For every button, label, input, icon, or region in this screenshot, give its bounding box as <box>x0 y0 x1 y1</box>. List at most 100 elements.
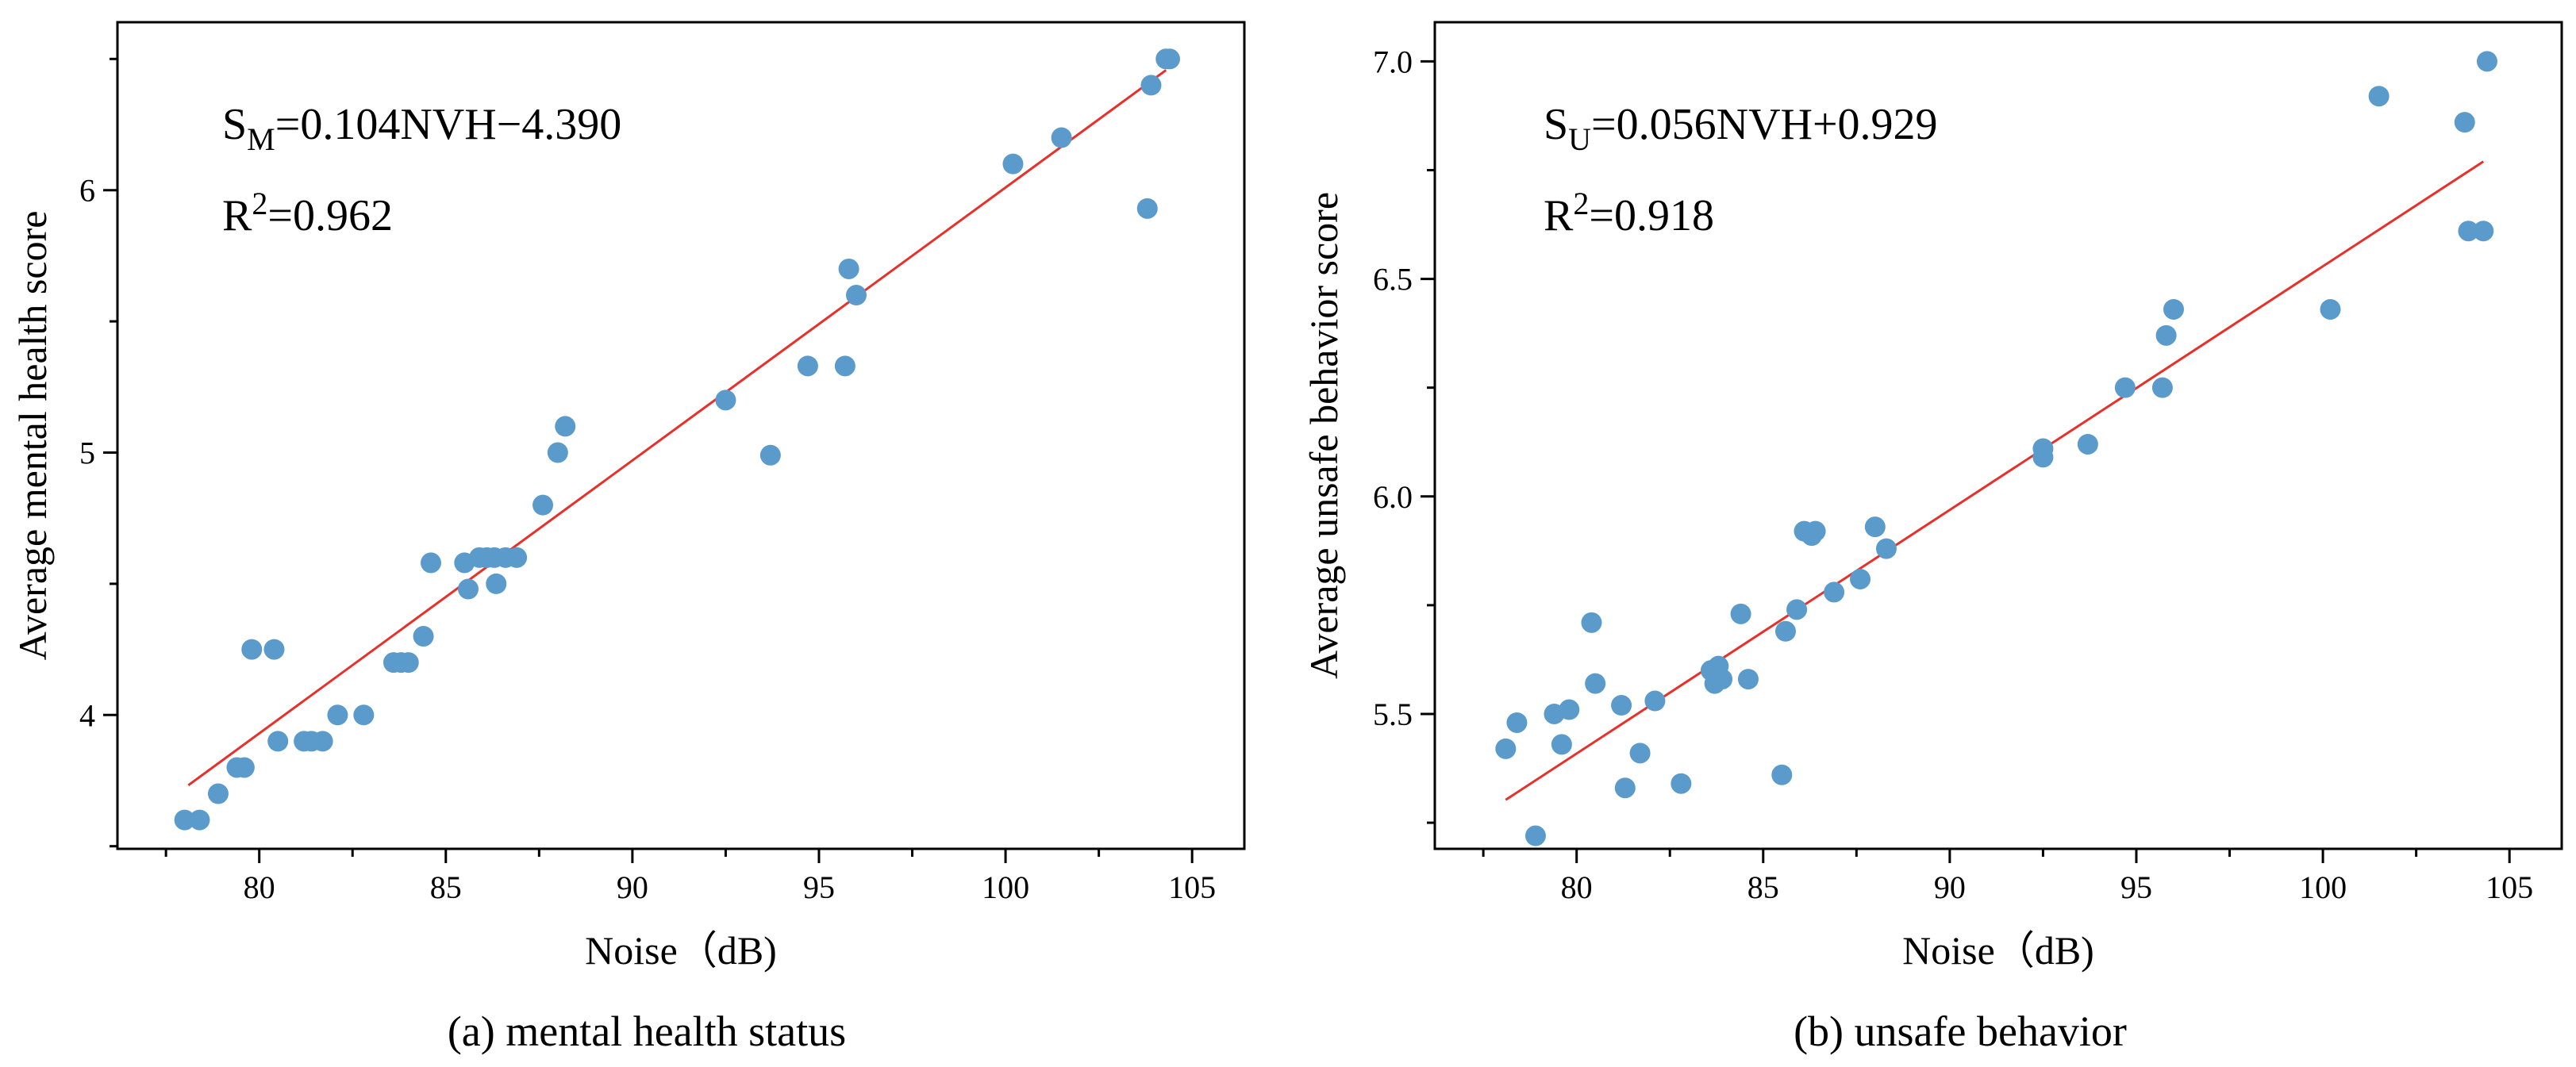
scatter-point <box>263 639 285 660</box>
equation-text: SU=0.056NVH+0.929 <box>1544 100 1938 157</box>
panel-unsafe-behavior: 80 85 90 95 100 105 5.5 6.0 6.5 7.0 SU=0.056NVH+0… <box>1301 21 2563 1055</box>
fit-line-group <box>1505 160 2485 801</box>
scatter-point <box>506 547 528 568</box>
scatter-point <box>457 578 479 600</box>
y-tick-label: 6.0 <box>1373 479 1413 515</box>
scatter-point <box>1671 773 1692 794</box>
scatter-point <box>797 355 818 377</box>
scatter-point <box>1506 712 1528 733</box>
fit-line <box>1505 160 2485 801</box>
y-tick-label: 5 <box>79 436 95 471</box>
x-tick-label: 100 <box>982 869 1029 905</box>
x-tick-label: 100 <box>2299 869 2347 905</box>
scatter-point <box>1524 825 1546 846</box>
r-squared-text: R2=0.962 <box>222 186 393 240</box>
scatter-point <box>1730 603 1751 624</box>
r-squared-base: R <box>222 191 252 240</box>
scatter-point <box>2454 112 2475 133</box>
scatter-point <box>233 757 255 778</box>
scatter-point <box>174 809 195 831</box>
scatter-point <box>353 704 375 726</box>
panel-caption: (b) unsafe behavior <box>1794 1008 2127 1055</box>
scatter-point <box>1644 690 1666 712</box>
scatter-point <box>486 573 507 594</box>
scatter-point <box>267 731 289 752</box>
plot-frame <box>1433 21 2563 850</box>
scatter-point <box>1850 568 1871 589</box>
equation-subscript: M <box>247 121 275 157</box>
scatter-point <box>2151 377 2173 398</box>
scatter-point <box>189 809 210 831</box>
r-squared-superscript: 2 <box>1573 186 1589 221</box>
scatter-point <box>845 285 867 306</box>
scatter-point <box>2155 324 2177 346</box>
scatter-point <box>838 258 859 279</box>
y-tick-label: 4 <box>79 697 95 733</box>
scatter-point <box>2458 221 2479 242</box>
x-axis-title: Noise（dB) <box>585 928 777 973</box>
x-tick-label: 85 <box>430 869 462 905</box>
scatter-points <box>1495 51 2497 846</box>
y-tick-label: 7.0 <box>1373 44 1413 79</box>
scatter-point <box>241 639 263 660</box>
scatter-point <box>1159 48 1180 70</box>
scatter-point <box>312 731 333 752</box>
y-axis-title: Average mental health score <box>10 211 55 661</box>
scatter-point <box>2473 221 2494 242</box>
x-tick-label: 105 <box>2486 869 2533 905</box>
r-squared-base: R <box>1544 191 1574 240</box>
equation-base: S <box>222 100 247 149</box>
scatter-point <box>1864 516 1886 538</box>
r-squared-rest: =0.962 <box>267 191 393 240</box>
y-tick-label: 6 <box>79 173 95 209</box>
scatter-point <box>420 552 441 574</box>
axis-ticks: 80 85 90 95 100 105 5.5 6.0 6.5 7.0 <box>1373 44 2533 905</box>
r-squared-superscript: 2 <box>252 186 267 221</box>
scatter-point <box>1712 669 1733 690</box>
x-tick-label: 85 <box>1747 869 1779 905</box>
scatter-point <box>715 390 736 411</box>
scatter-points <box>174 48 1180 831</box>
scatter-point <box>1581 612 1602 633</box>
x-tick-label: 80 <box>244 869 275 905</box>
scatter-point <box>1559 699 1580 720</box>
scatter-point <box>2476 51 2497 72</box>
r-squared-rest: =0.918 <box>1589 191 1714 240</box>
scatter-point <box>547 442 568 463</box>
scatter-point <box>398 652 419 674</box>
y-tick-label: 6.5 <box>1373 262 1413 297</box>
scatter-point <box>1051 127 1072 148</box>
scatter-point <box>533 494 554 516</box>
plot-frame <box>116 21 1246 850</box>
equation-rest: =0.056NVH+0.929 <box>1591 100 1938 149</box>
equation-text: SM=0.104NVH−4.390 <box>222 100 621 157</box>
x-tick-label: 105 <box>1168 869 1216 905</box>
scatter-point <box>1140 75 1162 96</box>
r-squared-text: R2=0.918 <box>1544 186 1714 240</box>
scatter-point <box>1771 764 1793 785</box>
scatter-point <box>1805 520 1826 542</box>
scatter-point <box>1875 538 1897 559</box>
scatter-point <box>555 416 576 437</box>
scatter-point <box>1585 673 1606 694</box>
y-tick-label: 5.5 <box>1373 697 1413 732</box>
panel-caption: (a) mental health status <box>448 1008 846 1055</box>
scatter-point <box>2077 433 2098 455</box>
scatter-point <box>2320 298 2341 320</box>
scatter-point <box>2032 447 2054 468</box>
scatter-point <box>207 783 229 804</box>
scatter-point <box>1824 581 1845 603</box>
scatter-point <box>1495 738 1517 759</box>
scatter-point <box>1774 620 1796 642</box>
equation-subscript: U <box>1568 121 1591 157</box>
scatter-point <box>1629 743 1651 764</box>
scatter-point <box>834 355 855 377</box>
x-tick-label: 95 <box>2120 869 2152 905</box>
y-axis-title: Average unsafe behavior score <box>1301 192 1346 679</box>
scatter-point <box>413 626 434 647</box>
scatter-point <box>1551 734 1572 755</box>
scatter-point <box>2114 377 2136 398</box>
scatter-point <box>2163 298 2184 320</box>
scatter-point <box>2368 86 2390 107</box>
